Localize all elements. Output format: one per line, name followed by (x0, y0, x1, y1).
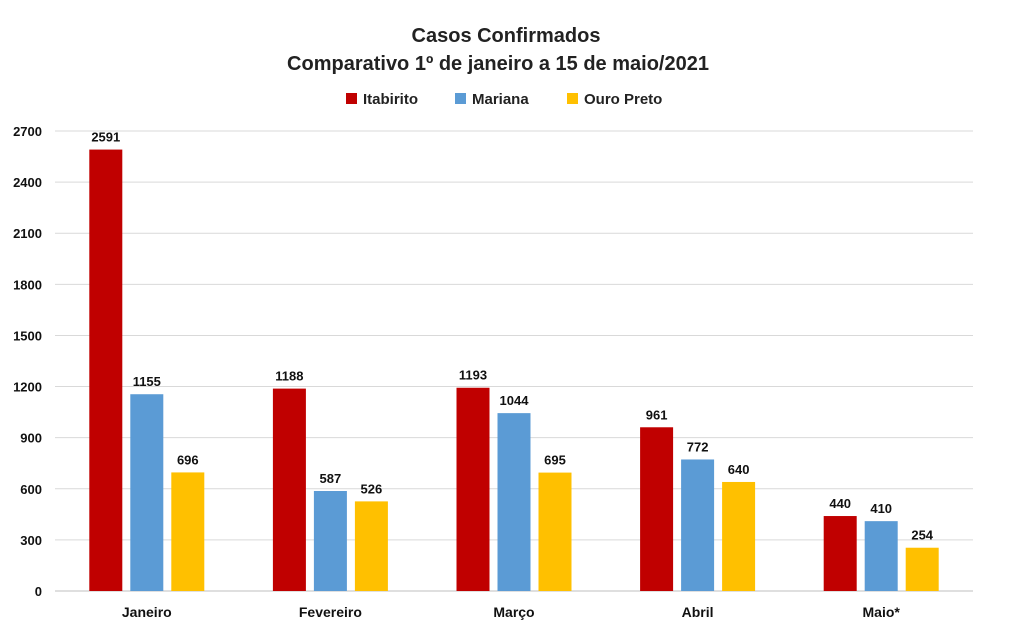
bar-ouro-preto-3 (722, 481, 756, 591)
bar-ouro-preto-2 (538, 472, 572, 591)
bars-group: 2591 1155 696 1188 587 526 1193 1044 695 961 772 64… (89, 130, 939, 591)
y-tick-label: 600 (20, 482, 42, 497)
legend-swatch-0 (346, 93, 357, 104)
y-tick-label: 2700 (13, 124, 42, 139)
y-tick-label: 1200 (13, 380, 42, 395)
data-label: 526 (361, 481, 383, 496)
chart-title: Casos Confirmados (412, 25, 601, 47)
data-label: 1155 (133, 374, 161, 389)
bar-ouro-preto-0 (171, 472, 205, 591)
x-category-label: Abril (682, 604, 714, 620)
bar-itabirito-0 (89, 149, 123, 591)
chart-legend: Itabirito Mariana Ouro Preto (346, 91, 662, 108)
y-tick-label: 1500 (13, 328, 42, 343)
legend-swatch-2 (567, 93, 578, 104)
y-axis: 0 300 600 900 1200 1500 1800 2100 2400 2700 (13, 124, 42, 599)
data-label: 410 (870, 501, 892, 516)
bar-itabirito-1 (272, 388, 306, 591)
y-tick-label: 2400 (13, 175, 42, 190)
legend-label-0: Itabirito (363, 91, 418, 108)
data-label: 254 (911, 528, 933, 543)
bar-mariana-2 (497, 413, 531, 591)
bar-itabirito-4 (823, 516, 857, 591)
legend-label-1: Mariana (472, 91, 529, 108)
x-category-label: Fevereiro (299, 604, 362, 620)
gridlines (55, 130, 973, 592)
bar-mariana-0 (130, 394, 164, 591)
data-label: 440 (829, 496, 851, 511)
data-label: 640 (728, 462, 750, 477)
data-label: 696 (177, 452, 199, 467)
bar-ouro-preto-4 (905, 547, 939, 591)
bar-ouro-preto-1 (354, 501, 388, 591)
y-tick-label: 900 (20, 431, 42, 446)
data-label: 1193 (459, 368, 487, 383)
bar-mariana-3 (681, 459, 715, 591)
data-label: 587 (320, 471, 342, 486)
x-category-label: Janeiro (122, 604, 172, 620)
data-label: 1188 (275, 369, 303, 384)
bar-itabirito-3 (640, 427, 674, 591)
data-label: 695 (544, 453, 566, 468)
x-category-label: Março (493, 604, 534, 620)
data-label: 772 (687, 439, 709, 454)
y-tick-label: 2100 (13, 226, 42, 241)
data-label: 961 (646, 407, 668, 422)
bar-mariana-1 (313, 490, 347, 591)
x-category-label: Maio* (863, 604, 901, 620)
chart-subtitle: Comparativo 1º de janeiro a 15 de maio/2… (287, 53, 709, 75)
legend-swatch-1 (455, 93, 466, 104)
bar-itabirito-2 (456, 387, 490, 591)
y-tick-label: 1800 (13, 277, 42, 292)
data-label: 2591 (91, 130, 120, 145)
data-label: 1044 (500, 393, 530, 408)
y-tick-label: 0 (35, 584, 42, 599)
legend-label-2: Ouro Preto (584, 91, 662, 108)
bar-mariana-4 (864, 521, 898, 591)
y-tick-label: 300 (20, 533, 42, 548)
x-axis: Janeiro Fevereiro Março Abril Maio* (122, 604, 901, 620)
